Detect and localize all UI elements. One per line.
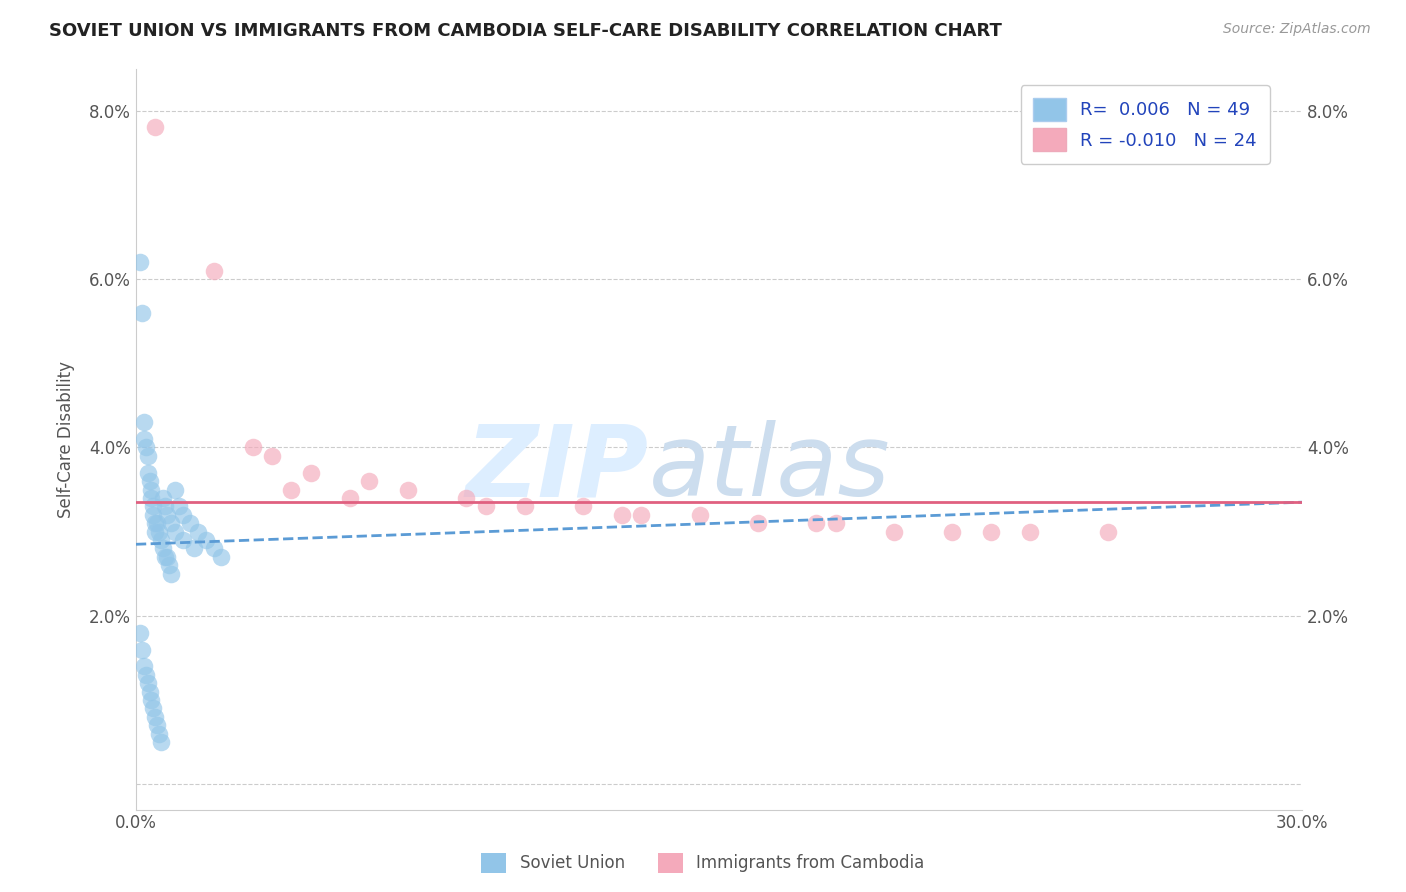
Point bbox=[172, 508, 194, 522]
Point bbox=[136, 449, 159, 463]
Point bbox=[150, 735, 173, 749]
Point bbox=[145, 120, 167, 135]
Point bbox=[179, 516, 201, 531]
Text: atlas: atlas bbox=[650, 420, 890, 517]
Legend: R=  0.006   N = 49, R = -0.010   N = 24: R= 0.006 N = 49, R = -0.010 N = 24 bbox=[1021, 85, 1270, 164]
Point bbox=[941, 524, 963, 539]
Point bbox=[242, 441, 264, 455]
Point bbox=[209, 549, 232, 564]
Point bbox=[824, 516, 846, 531]
Point bbox=[299, 466, 322, 480]
Point bbox=[135, 441, 157, 455]
Point bbox=[572, 500, 595, 514]
Point bbox=[513, 500, 536, 514]
Point bbox=[610, 508, 633, 522]
Point bbox=[152, 491, 174, 505]
Point bbox=[153, 549, 176, 564]
Point bbox=[135, 668, 157, 682]
Legend: Soviet Union, Immigrants from Cambodia: Soviet Union, Immigrants from Cambodia bbox=[475, 847, 931, 880]
Point bbox=[163, 524, 186, 539]
Text: SOVIET UNION VS IMMIGRANTS FROM CAMBODIA SELF-CARE DISABILITY CORRELATION CHART: SOVIET UNION VS IMMIGRANTS FROM CAMBODIA… bbox=[49, 22, 1002, 40]
Point bbox=[153, 500, 176, 514]
Text: ZIP: ZIP bbox=[465, 420, 650, 517]
Point bbox=[280, 483, 302, 497]
Point bbox=[172, 533, 194, 547]
Point bbox=[187, 524, 209, 539]
Point bbox=[747, 516, 769, 531]
Point bbox=[146, 718, 169, 732]
Point bbox=[131, 642, 153, 657]
Point bbox=[183, 541, 205, 556]
Point bbox=[359, 474, 381, 488]
Point bbox=[136, 466, 159, 480]
Point bbox=[1097, 524, 1119, 539]
Point bbox=[194, 533, 217, 547]
Point bbox=[260, 449, 283, 463]
Point bbox=[132, 415, 155, 429]
Point bbox=[141, 483, 163, 497]
Point bbox=[456, 491, 478, 505]
Point bbox=[163, 483, 186, 497]
Y-axis label: Self-Care Disability: Self-Care Disability bbox=[58, 360, 75, 517]
Point bbox=[146, 516, 169, 531]
Point bbox=[156, 508, 179, 522]
Point bbox=[145, 524, 167, 539]
Point bbox=[138, 684, 160, 698]
Point bbox=[136, 676, 159, 690]
Point bbox=[131, 306, 153, 320]
Point bbox=[128, 255, 150, 269]
Point bbox=[202, 541, 225, 556]
Point bbox=[145, 516, 167, 531]
Point bbox=[142, 500, 165, 514]
Point bbox=[148, 524, 170, 539]
Point bbox=[474, 500, 496, 514]
Point bbox=[157, 558, 180, 573]
Point bbox=[167, 500, 190, 514]
Point bbox=[152, 541, 174, 556]
Point bbox=[396, 483, 419, 497]
Point bbox=[980, 524, 1002, 539]
Point bbox=[156, 549, 179, 564]
Point bbox=[804, 516, 827, 531]
Point bbox=[630, 508, 652, 522]
Point bbox=[160, 516, 183, 531]
Point bbox=[128, 625, 150, 640]
Point bbox=[689, 508, 711, 522]
Point bbox=[141, 693, 163, 707]
Point bbox=[1018, 524, 1040, 539]
Point bbox=[145, 710, 167, 724]
Point bbox=[148, 727, 170, 741]
Point bbox=[132, 432, 155, 446]
Point bbox=[150, 533, 173, 547]
Point bbox=[883, 524, 905, 539]
Point bbox=[202, 263, 225, 277]
Text: Source: ZipAtlas.com: Source: ZipAtlas.com bbox=[1223, 22, 1371, 37]
Point bbox=[141, 491, 163, 505]
Point bbox=[138, 474, 160, 488]
Point bbox=[160, 566, 183, 581]
Point bbox=[339, 491, 361, 505]
Point bbox=[132, 659, 155, 673]
Point bbox=[142, 701, 165, 715]
Point bbox=[142, 508, 165, 522]
